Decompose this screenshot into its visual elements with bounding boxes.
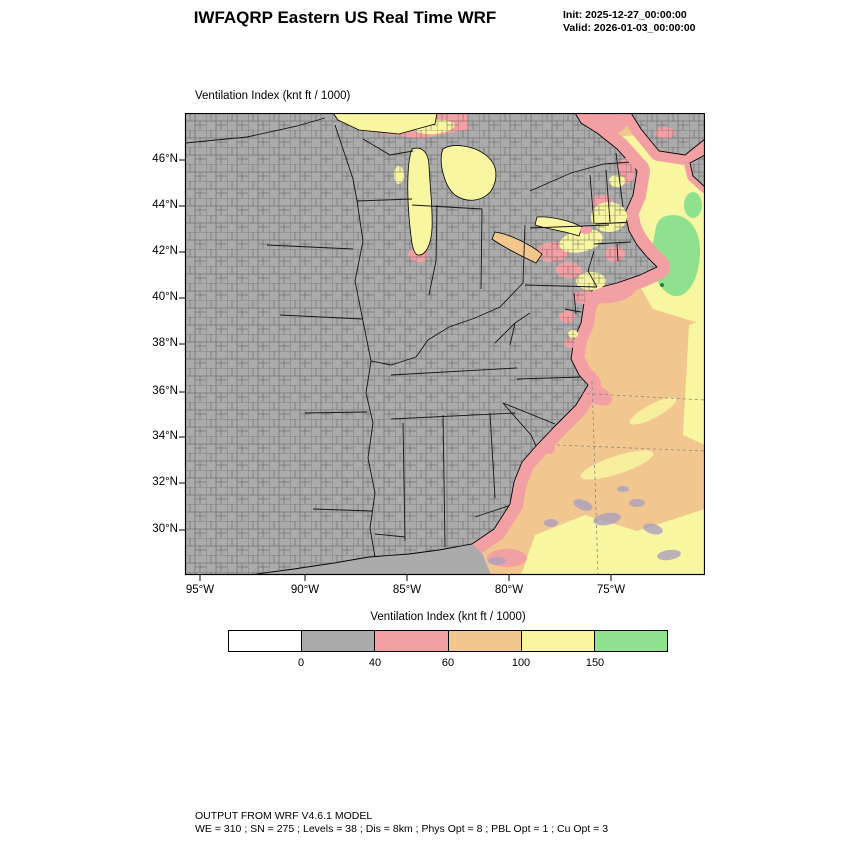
init-time-label: Init: 2025-12-27_00:00:00 xyxy=(563,9,687,21)
lake-erie xyxy=(491,231,543,264)
lake-huron xyxy=(440,145,497,201)
lat-tick-label: 36°N xyxy=(152,385,178,397)
valid-time-label: Valid: 2026-01-03_00:00:00 xyxy=(563,22,696,34)
colorbar-segment xyxy=(301,631,375,651)
map-border xyxy=(184,113,705,576)
gridlines xyxy=(556,380,705,575)
great-lakes xyxy=(332,113,592,264)
colorbar-segment xyxy=(593,631,668,651)
lat-tick-label: 38°N xyxy=(152,337,178,349)
colorbar-tick-label: 40 xyxy=(368,657,382,669)
colorbar-tick-label: 150 xyxy=(585,657,605,669)
colorbar-segment xyxy=(374,631,448,651)
lat-tick-label: 44°N xyxy=(152,199,178,211)
lon-tick-label: 85°W xyxy=(392,584,422,596)
lon-tick-label: 95°W xyxy=(185,584,215,596)
lat-tick-label: 30°N xyxy=(152,523,178,535)
lat-tick-label: 42°N xyxy=(152,245,178,257)
colorbar xyxy=(228,630,668,652)
colorbar-tick-label: 0 xyxy=(297,657,305,669)
lat-tick-label: 46°N xyxy=(152,153,178,165)
map-svg xyxy=(179,113,705,581)
colorbar-tick-label: 100 xyxy=(511,657,531,669)
map-plot-area xyxy=(185,113,705,575)
colorbar-label: Ventilation Index (knt ft / 1000) xyxy=(370,611,526,623)
colorbar-segment xyxy=(229,631,302,651)
colorbar-ticks: 0 40 60 100 150 xyxy=(228,657,668,671)
lat-tick-label: 32°N xyxy=(152,476,178,488)
lake-michigan xyxy=(407,147,433,256)
gulf-gray-region xyxy=(249,544,491,575)
lon-tick-label: 80°W xyxy=(494,584,524,596)
page-title: IWFAQRP Eastern US Real Time WRF xyxy=(193,8,497,27)
footer-config-line: WE = 310 ; SN = 275 ; Levels = 38 ; Dis … xyxy=(195,823,609,835)
colorbar-segment xyxy=(447,631,521,651)
lat-tick-label: 40°N xyxy=(152,291,178,303)
state-borders xyxy=(185,117,633,558)
axis-ticks xyxy=(179,159,612,581)
lon-tick-label: 75°W xyxy=(596,584,626,596)
lat-tick-label: 34°N xyxy=(152,430,178,442)
colorbar-segment xyxy=(520,631,594,651)
footer-model-line: OUTPUT FROM WRF V4.6.1 MODEL xyxy=(195,810,373,822)
colorbar-tick-label: 60 xyxy=(441,657,455,669)
run-times: Init: 2025-12-27_00:00:00 Valid: 2026-01… xyxy=(563,9,696,35)
lake-superior xyxy=(332,113,438,135)
lon-tick-label: 90°W xyxy=(290,584,320,596)
offshore-speckles xyxy=(488,486,681,565)
field-label: Ventilation Index (knt ft / 1000) xyxy=(195,90,351,102)
